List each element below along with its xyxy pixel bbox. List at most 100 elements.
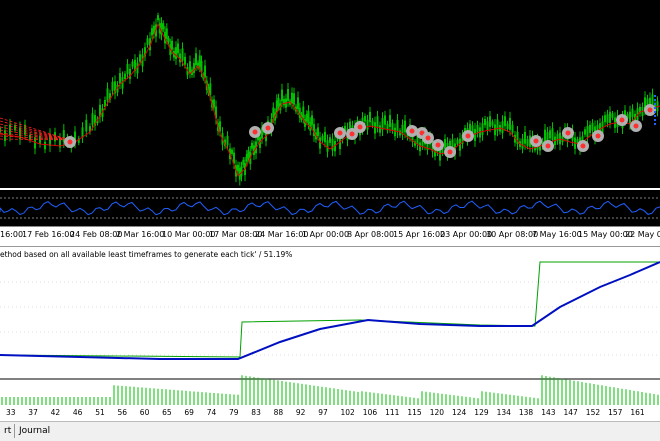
tab-journal[interactable]: Journal	[14, 424, 54, 438]
report-x-label: 120	[429, 408, 445, 417]
candle-body	[181, 48, 184, 61]
candle-body	[298, 107, 301, 118]
candle-body	[62, 130, 65, 142]
candle-body	[331, 138, 334, 151]
candle-body	[591, 122, 594, 131]
candle-body	[237, 164, 239, 172]
candle-body	[245, 153, 248, 162]
tester-report-graph[interactable]: ethod based on all available least timef…	[0, 246, 660, 421]
candle-body	[501, 121, 504, 133]
report-x-label: 161	[630, 408, 645, 417]
candle-body	[193, 63, 195, 73]
candle-body	[309, 121, 312, 131]
report-x-label: 60	[139, 408, 150, 417]
candle-body	[606, 114, 609, 123]
candle-body	[305, 114, 308, 122]
report-x-label: 106	[362, 408, 378, 417]
price-chart-canvas	[0, 12, 660, 186]
candle-body	[611, 113, 614, 118]
candle-body	[179, 53, 181, 63]
candle-body	[389, 115, 391, 127]
report-caption: ethod based on all available least timef…	[0, 250, 293, 259]
candle-body	[136, 62, 139, 74]
candle-body	[167, 37, 170, 43]
candle-body	[646, 98, 649, 107]
report-x-label: 152	[585, 408, 601, 417]
report-x-label: 124	[452, 408, 467, 417]
candle-body	[629, 111, 631, 124]
candle-body	[116, 84, 119, 93]
candle-body	[481, 123, 484, 135]
candle-body	[219, 121, 221, 132]
trade-marker-dot	[67, 139, 73, 145]
report-x-label: 138	[518, 408, 534, 417]
trade-marker-dot	[252, 129, 258, 135]
candle-body	[302, 106, 305, 118]
candle-body	[209, 83, 212, 95]
candle-body	[494, 124, 496, 136]
candle-body	[272, 107, 275, 118]
candle-body	[596, 124, 599, 134]
candle-body	[401, 124, 404, 135]
oscillator-panel[interactable]	[0, 190, 660, 226]
time-axis-label: 15 Apr 16:00	[393, 230, 446, 239]
report-x-label: 37	[28, 408, 38, 417]
trade-marker-dot	[633, 123, 639, 129]
candle-body	[251, 142, 253, 149]
price-chart[interactable]	[0, 0, 660, 188]
moving-average-line	[0, 22, 660, 177]
candle-body	[504, 116, 506, 127]
trade-marker-dot	[435, 142, 441, 148]
time-axis-label: 17 Mar 08:00	[209, 230, 263, 239]
candle-body	[449, 140, 451, 146]
candle-body	[576, 139, 579, 145]
candle-body	[146, 38, 149, 45]
candle-body	[421, 139, 424, 147]
candle-body	[419, 142, 421, 152]
candle-body	[247, 150, 250, 159]
candle-body	[349, 121, 351, 129]
candle-body	[307, 111, 310, 124]
report-x-label: 97	[318, 408, 328, 417]
candle-body	[324, 131, 326, 143]
candle-body	[369, 112, 371, 123]
candle-body	[364, 116, 366, 122]
candle-body	[459, 138, 461, 151]
candle-body	[109, 93, 111, 100]
candle-body	[224, 139, 226, 146]
candle-body	[277, 97, 280, 107]
candle-body	[381, 118, 384, 130]
candle-body	[175, 47, 177, 59]
candle-body	[399, 130, 401, 136]
time-axis-label: 15 May 00:00	[578, 230, 633, 239]
candle-body	[374, 122, 376, 134]
tab-report[interactable]: rt	[4, 426, 12, 436]
trade-marker-dot	[337, 130, 343, 136]
candle-body	[491, 121, 494, 126]
candle-body	[164, 31, 166, 44]
report-x-label: 111	[385, 408, 400, 417]
candle-body	[526, 139, 529, 146]
trade-marker-dot	[595, 133, 601, 139]
candle-body	[287, 89, 289, 101]
candle-body	[213, 99, 215, 108]
candle-body	[549, 130, 551, 139]
report-x-label: 69	[184, 408, 194, 417]
candle-body	[524, 131, 526, 144]
candle-body	[165, 28, 168, 39]
candle-body	[404, 120, 406, 133]
report-x-axis: 33 37 42 46 51 56 60 65 69 74 79 83 88 92 97 102 106 111 1…	[0, 407, 660, 421]
candle-body	[177, 43, 179, 54]
candle-body	[654, 103, 656, 110]
trade-line	[0, 135, 71, 141]
candle-body	[74, 131, 76, 143]
candle-body	[371, 120, 374, 126]
candle-body	[157, 15, 159, 21]
candle-body	[281, 89, 283, 102]
candle-body	[81, 127, 84, 138]
candle-body	[484, 119, 486, 126]
candle-body	[426, 140, 429, 150]
candle-body	[586, 126, 589, 138]
report-x-label: 88	[273, 408, 284, 417]
candle-body	[609, 111, 611, 123]
